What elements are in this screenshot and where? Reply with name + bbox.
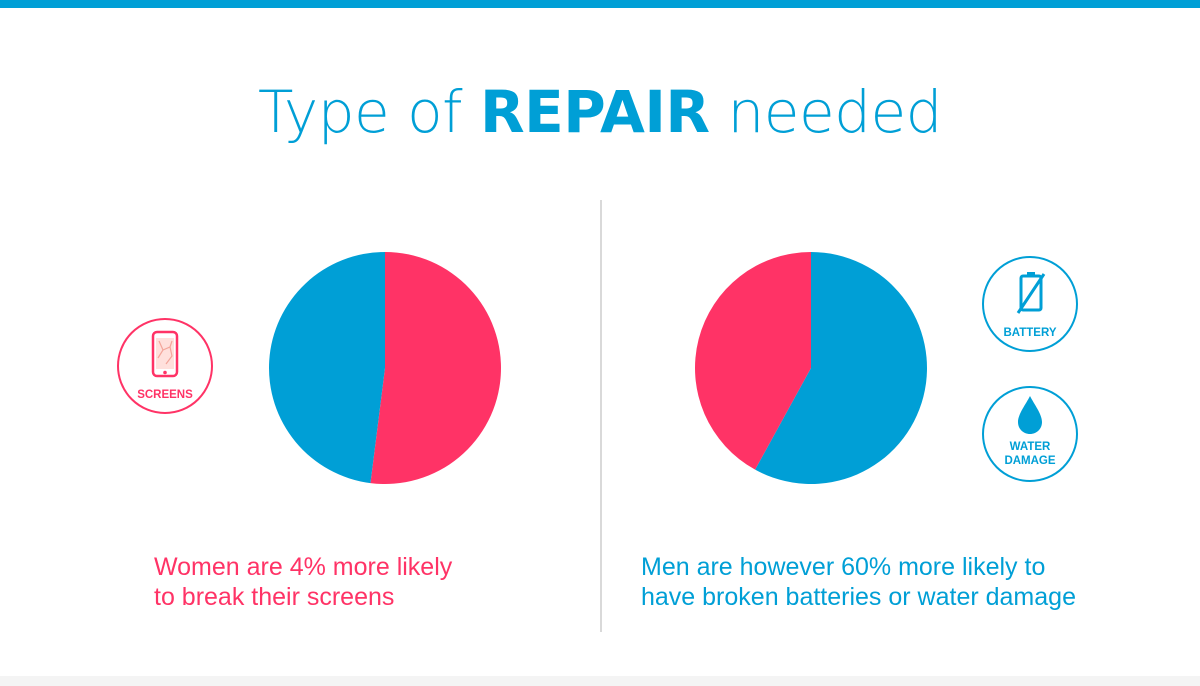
men-caption-line2: have broken batteries or water damage [641, 583, 1076, 611]
bottom-shade [0, 676, 1200, 686]
battery-badge: BATTERY [982, 256, 1078, 352]
women-pie-slice-1 [370, 252, 501, 484]
water-badge-label-line2: DAMAGE [1004, 455, 1056, 467]
battery-icon [1016, 272, 1046, 314]
men-pie-slice-2 [695, 252, 811, 470]
women-caption-line1: Women are 4% more likely [154, 553, 453, 581]
title-part-1: Type of [258, 78, 480, 146]
top-accent-bar [0, 0, 1200, 8]
men-caption-line1: Men are however 60% more likely to [641, 553, 1046, 581]
men-caption: Men are however 60% more likely to have … [641, 552, 1161, 612]
water-drop-icon [1018, 396, 1042, 434]
title-part-3: needed [709, 78, 943, 146]
water-badge-label-line1: WATER [1009, 441, 1051, 453]
center-divider [600, 200, 602, 632]
men-pie-slice-1 [755, 252, 927, 484]
page-title: Type of REPAIR needed [0, 78, 1200, 146]
water-damage-badge: WATER DAMAGE [982, 386, 1078, 482]
men-pie-chart [695, 252, 927, 484]
women-caption-line2: to break their screens [154, 583, 395, 611]
battery-badge-label: BATTERY [1003, 327, 1057, 339]
cracked-phone-icon [151, 330, 179, 378]
screens-badge: SCREENS [117, 318, 213, 414]
women-pie-chart [268, 252, 501, 484]
title-part-2: REPAIR [480, 78, 710, 146]
women-caption: Women are 4% more likely to break their … [154, 552, 674, 612]
screens-badge-label: SCREENS [137, 389, 193, 401]
women-pie-slice-2 [268, 252, 385, 484]
